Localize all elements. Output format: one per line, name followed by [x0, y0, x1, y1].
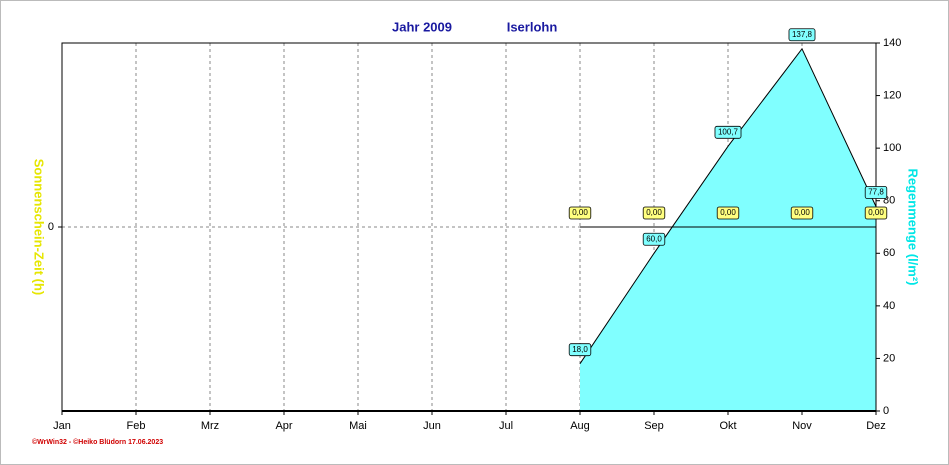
- x-tick-label: Okt: [719, 420, 736, 432]
- credit: ©WrWin32 - ©Heiko Blüdorn 17.06.2023: [32, 438, 163, 446]
- y-tick-label: 0: [48, 221, 54, 233]
- chart-subtitle: Iserlohn: [507, 19, 558, 34]
- data-label-box: [788, 28, 816, 42]
- x-tick-label: Jul: [499, 420, 513, 432]
- y2-tick-label: 120: [883, 89, 901, 101]
- x-tick-label: Jun: [423, 420, 441, 432]
- data-label-box: [716, 206, 740, 220]
- data-label-box: [568, 343, 592, 357]
- x-tick-label: Nov: [792, 420, 812, 432]
- x-tick-label: Sep: [644, 420, 664, 432]
- y2-tick-label: 20: [883, 352, 895, 364]
- data-label-box: [864, 206, 888, 220]
- x-tick-label: Mrz: [201, 420, 219, 432]
- y-axis-label: Sonnenschein-Zeit (h): [32, 159, 47, 296]
- data-label: 0,00: [572, 208, 588, 217]
- data-label: 18,0: [572, 345, 588, 354]
- data-label-box: [642, 232, 666, 246]
- y2-tick-label: 60: [883, 247, 895, 259]
- data-label: 0,00: [794, 208, 810, 217]
- data-label-box: [790, 206, 814, 220]
- data-label: 60,0: [646, 234, 662, 243]
- y2-tick-label: 100: [883, 142, 901, 154]
- x-tick-label: Feb: [127, 420, 146, 432]
- x-tick-label: Jan: [53, 420, 71, 432]
- area: [580, 48, 876, 411]
- chart-title: Jahr 2009: [392, 19, 452, 34]
- x-tick-label: Aug: [570, 420, 590, 432]
- y2-axis-label: Regenmenge (l/m²): [906, 168, 921, 285]
- data-label-box: [568, 206, 592, 220]
- x-tick-label: Dez: [866, 420, 886, 432]
- data-label: 77,8: [868, 188, 884, 197]
- data-label: 100,7: [718, 127, 739, 136]
- line: [579, 47, 877, 364]
- data-label-box: [714, 125, 742, 139]
- data-label: 0,00: [868, 208, 884, 217]
- x-tick-label: Apr: [275, 420, 292, 432]
- y2-tick-label: 0: [883, 405, 889, 417]
- data-label-box: [864, 186, 888, 199]
- x-tick-label: Mai: [349, 420, 367, 432]
- data-label: 137,8: [792, 30, 813, 39]
- data-label: 0,00: [646, 208, 662, 217]
- y2-tick-label: 40: [883, 300, 895, 312]
- data-label: 0,00: [720, 208, 736, 217]
- data-label-box: [642, 206, 666, 220]
- y2-tick-label: 140: [883, 37, 901, 49]
